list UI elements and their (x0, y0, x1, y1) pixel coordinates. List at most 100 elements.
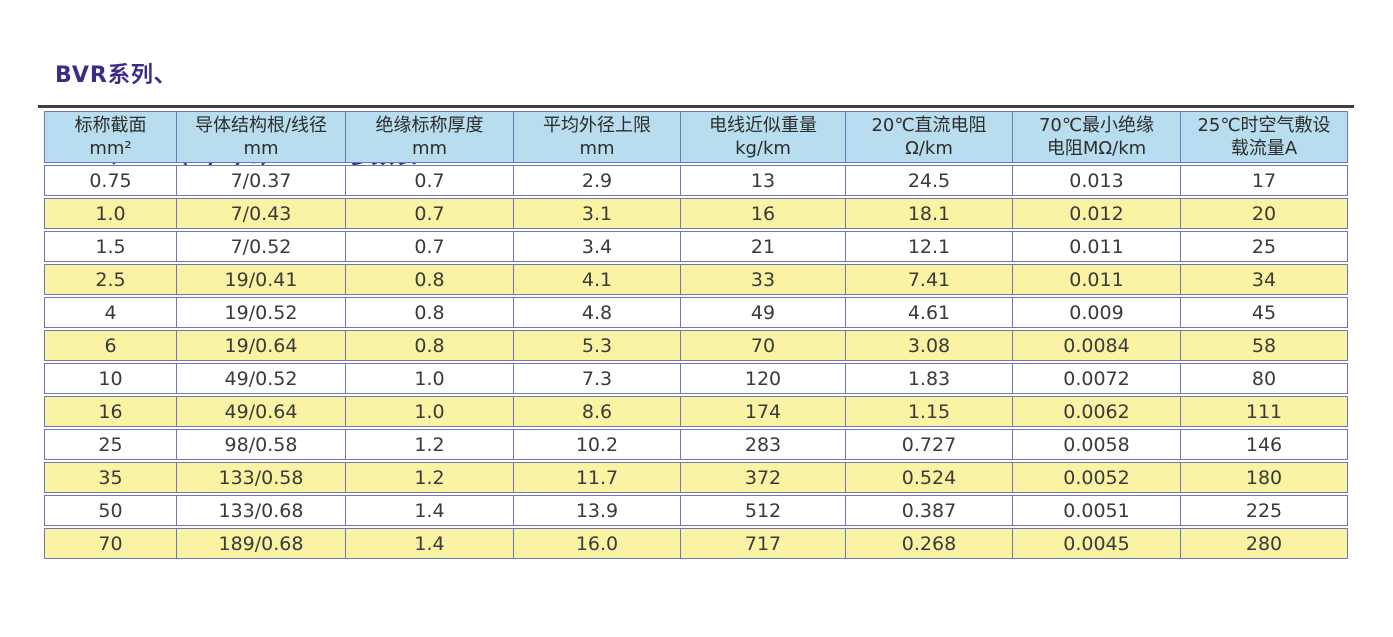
table-cell: 8.6 (513, 396, 680, 427)
column-header-label: 导体结构根/线径 (194, 115, 328, 136)
table-cell: 7/0.43 (176, 198, 345, 229)
table-cell: 111 (1180, 396, 1348, 427)
table-cell: 7.41 (845, 264, 1012, 295)
column-header-unit: 载流量A (1230, 138, 1298, 159)
table-cell: 1.0 (345, 396, 513, 427)
table-cell: 17 (1180, 165, 1348, 196)
table-cell: 1.0 (345, 363, 513, 394)
column-header-conductor-structure: 导体结构根/线径 mm (176, 111, 345, 163)
parameter-table-section: 标称截面 mm² 导体结构根/线径 mm 绝缘标称厚度 mm 平均外径上限 mm… (38, 105, 1354, 561)
column-header-nominal-section: 标称截面 mm² (44, 111, 176, 163)
table-cell: 10.2 (513, 429, 680, 460)
table-cell: 283 (680, 429, 845, 460)
table-cell: 1.4 (345, 528, 513, 559)
table-cell: 50 (44, 495, 176, 526)
table-cell: 3.4 (513, 231, 680, 262)
table-cell: 0.524 (845, 462, 1012, 493)
table-cell: 58 (1180, 330, 1348, 361)
table-cell: 45 (1180, 297, 1348, 328)
table-cell: 2.5 (44, 264, 176, 295)
table-cell: 120 (680, 363, 845, 394)
table-cell: 18.1 (845, 198, 1012, 229)
table-cell: 3.08 (845, 330, 1012, 361)
table-cell: 5.3 (513, 330, 680, 361)
table-cell: 1.2 (345, 462, 513, 493)
column-header-current-capacity-25c: 25℃时空气敷设 载流量A (1180, 111, 1348, 163)
table-cell: 33 (680, 264, 845, 295)
column-header-dc-resistance-20c: 20℃直流电阻 Ω/km (845, 111, 1012, 163)
column-header-label: 20℃直流电阻 (871, 115, 987, 136)
table-top-rule (38, 105, 1354, 108)
table-row: 70 189/0.68 1.4 16.0 717 0.268 0.0045 280 (44, 528, 1348, 559)
table-cell: 7.3 (513, 363, 680, 394)
table-cell: 0.0052 (1012, 462, 1180, 493)
table-cell: 16 (680, 198, 845, 229)
table-cell: 2.9 (513, 165, 680, 196)
column-header-label: 标称截面 (74, 115, 147, 136)
table-cell: 13.9 (513, 495, 680, 526)
table-cell: 98/0.58 (176, 429, 345, 460)
column-header-mean-outer-diameter: 平均外径上限 mm (513, 111, 680, 163)
table-cell: 225 (1180, 495, 1348, 526)
table-cell: 174 (680, 396, 845, 427)
table-cell: 49/0.52 (176, 363, 345, 394)
table-cell: 19/0.41 (176, 264, 345, 295)
table-row: 10 49/0.52 1.0 7.3 120 1.83 0.0072 80 (44, 363, 1348, 394)
column-header-min-insulation-resistance-70c: 70℃最小绝缘 电阻MΩ/km (1012, 111, 1180, 163)
table-cell: 0.387 (845, 495, 1012, 526)
column-header-label: 25℃时空气敷设 (1197, 115, 1331, 136)
table-cell: 20 (1180, 198, 1348, 229)
table-row: 1.5 7/0.52 0.7 3.4 21 12.1 0.011 25 (44, 231, 1348, 262)
table-cell: 180 (1180, 462, 1348, 493)
table-row: 4 19/0.52 0.8 4.8 49 4.61 0.009 45 (44, 297, 1348, 328)
table-cell: 0.727 (845, 429, 1012, 460)
table-cell: 4 (44, 297, 176, 328)
table-cell: 49 (680, 297, 845, 328)
table-cell: 12.1 (845, 231, 1012, 262)
table-cell: 512 (680, 495, 845, 526)
table-cell: 0.012 (1012, 198, 1180, 229)
table-cell: 0.013 (1012, 165, 1180, 196)
table-cell: 1.15 (845, 396, 1012, 427)
table-cell: 0.011 (1012, 231, 1180, 262)
column-header-label: 70℃最小绝缘 (1038, 115, 1155, 136)
table-cell: 19/0.64 (176, 330, 345, 361)
table-cell: 0.8 (345, 264, 513, 295)
column-header-label: 平均外径上限 (543, 115, 651, 136)
table-cell: 80 (1180, 363, 1348, 394)
table-cell: 0.7 (345, 165, 513, 196)
table-row: 0.75 7/0.37 0.7 2.9 13 24.5 0.013 17 (44, 165, 1348, 196)
table-cell: 4.8 (513, 297, 680, 328)
table-cell: 10 (44, 363, 176, 394)
column-header-label: 电线近似重量 (709, 115, 817, 136)
table-cell: 6 (44, 330, 176, 361)
table-cell: 0.0072 (1012, 363, 1180, 394)
table-cell: 16 (44, 396, 176, 427)
table-cell: 16.0 (513, 528, 680, 559)
table-row: 2.5 19/0.41 0.8 4.1 33 7.41 0.011 34 (44, 264, 1348, 295)
table-cell: 70 (680, 330, 845, 361)
table-cell: 1.4 (345, 495, 513, 526)
table-cell: 1.5 (44, 231, 176, 262)
column-header-approx-weight: 电线近似重量 kg/km (680, 111, 845, 163)
table-cell: 0.0058 (1012, 429, 1180, 460)
table-row: 35 133/0.58 1.2 11.7 372 0.524 0.0052 180 (44, 462, 1348, 493)
column-header-unit: mm (243, 138, 279, 159)
table-cell: 1.0 (44, 198, 176, 229)
column-header-unit: mm² (89, 138, 132, 159)
table-cell: 11.7 (513, 462, 680, 493)
table-header-row: 标称截面 mm² 导体结构根/线径 mm 绝缘标称厚度 mm 平均外径上限 mm… (44, 111, 1348, 163)
table-cell: 146 (1180, 429, 1348, 460)
table-row: 1.0 7/0.43 0.7 3.1 16 18.1 0.012 20 (44, 198, 1348, 229)
table-cell: 717 (680, 528, 845, 559)
table-cell: 372 (680, 462, 845, 493)
table-cell: 19/0.52 (176, 297, 345, 328)
column-header-insulation-thickness: 绝缘标称厚度 mm (345, 111, 513, 163)
table-cell: 0.011 (1012, 264, 1180, 295)
table-cell: 0.009 (1012, 297, 1180, 328)
table-cell: 13 (680, 165, 845, 196)
table-row: 16 49/0.64 1.0 8.6 174 1.15 0.0062 111 (44, 396, 1348, 427)
table-cell: 0.8 (345, 330, 513, 361)
table-cell: 0.0045 (1012, 528, 1180, 559)
bvr-parameter-table: 标称截面 mm² 导体结构根/线径 mm 绝缘标称厚度 mm 平均外径上限 mm… (44, 109, 1348, 561)
